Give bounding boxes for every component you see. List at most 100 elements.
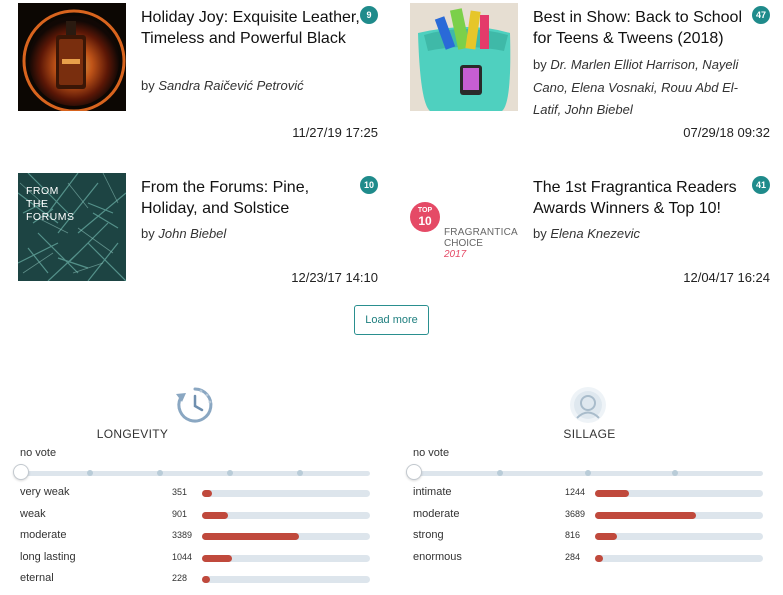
- article-byline: by Dr. Marlen Elliot Harrison, Nayeli Ca…: [533, 54, 763, 122]
- vote-label: strong: [413, 529, 444, 541]
- vote-count: 1044: [172, 551, 193, 562]
- vote-bar-fill: [202, 511, 229, 519]
- vote-bar-fill: [202, 533, 299, 540]
- slider-step-dot[interactable]: [157, 470, 163, 476]
- vote-label: moderate: [413, 507, 460, 520]
- vote-bar-track: [595, 511, 763, 519]
- longevity-vote-row[interactable]: eternal 228: [20, 572, 370, 588]
- vote-bar-track: [202, 511, 370, 519]
- vote-bar-track: [595, 490, 763, 497]
- forums-thumb-label: FROM THE FORUMS: [26, 185, 75, 224]
- byline-prefix: by: [141, 78, 155, 93]
- vote-count: 1244: [565, 487, 586, 497]
- vote-bar-track: [202, 554, 370, 562]
- slider-step-dot[interactable]: [227, 470, 233, 476]
- pine-needles-image: [18, 173, 126, 281]
- byline-prefix: by: [533, 57, 547, 72]
- slider-step-dot[interactable]: [497, 470, 503, 476]
- comment-count-badge[interactable]: 9: [360, 6, 378, 24]
- article-authors[interactable]: John Biebel: [158, 226, 227, 241]
- vote-bar-fill: [202, 576, 210, 583]
- longevity-vote-row[interactable]: weak 901: [20, 508, 370, 524]
- vote-bar-fill: [595, 554, 603, 562]
- slider-step-dot[interactable]: [87, 470, 93, 476]
- article-card[interactable]: Holiday Joy: Exquisite Leather, Timeless…: [18, 3, 378, 140]
- person-aura-icon: [570, 387, 606, 423]
- vote-bar-track: [595, 533, 763, 540]
- load-more-button[interactable]: Load more: [354, 305, 429, 335]
- longevity-vote-row[interactable]: long lasting 1044: [20, 551, 370, 567]
- vote-count: 901: [172, 508, 188, 519]
- choice-badge-circle: TOP 10: [410, 202, 440, 232]
- vote-bar-track: [595, 554, 763, 562]
- longevity-panel: LONGEVITY no vote very weak 351 weak 901 mod…: [13, 385, 372, 595]
- backpack-image: [410, 3, 518, 111]
- longevity-slider-thumb[interactable]: [13, 464, 29, 480]
- article-card[interactable]: Best in Show: Back to School for Teens &…: [410, 3, 770, 140]
- article-date: 11/27/19 17:25: [292, 125, 378, 140]
- vote-count: 284: [565, 551, 581, 562]
- comment-count-badge[interactable]: 47: [752, 6, 770, 24]
- vote-count: 228: [172, 573, 188, 583]
- choice-year-text: 2017: [444, 249, 467, 260]
- sillage-vote-row[interactable]: moderate 3689: [413, 508, 763, 524]
- article-authors[interactable]: Elena Knezevic: [550, 226, 640, 241]
- vote-label: eternal: [20, 572, 54, 584]
- vote-bar-track: [202, 576, 370, 583]
- article-byline: by John Biebel: [141, 223, 371, 245]
- vote-bar-track: [202, 533, 370, 540]
- slider-step-dot[interactable]: [585, 470, 591, 476]
- choice-top-text: TOP: [417, 207, 433, 214]
- article-thumbnail[interactable]: TOP 10 FRAGRANTICA CHOICE 2017: [410, 173, 518, 281]
- comment-count-badge[interactable]: 10: [360, 176, 378, 194]
- article-card[interactable]: FROM THE FORUMS From the Forums: Pine, H…: [18, 173, 378, 303]
- forums-word: FORUMS: [26, 211, 75, 223]
- sillage-vote-row[interactable]: intimate 1244: [413, 486, 763, 502]
- perfume-bottle-image: [18, 3, 126, 111]
- article-title[interactable]: The 1st Fragrantica Readers Awards Winne…: [533, 179, 737, 217]
- vote-count: 816: [565, 530, 581, 540]
- article-card[interactable]: TOP 10 FRAGRANTICA CHOICE 2017 The 1st F…: [410, 173, 770, 303]
- vote-label: moderate: [20, 529, 67, 541]
- byline-prefix: by: [533, 226, 547, 241]
- vote-count: 3389: [172, 530, 193, 540]
- vote-label: very weak: [20, 486, 70, 498]
- article-thumbnail[interactable]: [18, 3, 126, 111]
- vote-count: 3689: [565, 508, 586, 519]
- longevity-heading: LONGEVITY: [96, 427, 169, 441]
- slider-step-dot[interactable]: [672, 470, 678, 476]
- comment-count-badge[interactable]: 41: [752, 176, 770, 194]
- article-authors[interactable]: Dr. Marlen Elliot Harrison, Nayeli Cano,…: [533, 57, 739, 117]
- vote-label: weak: [20, 507, 46, 520]
- no-vote-label: no vote: [20, 447, 57, 459]
- vote-bar-fill: [202, 490, 213, 497]
- clock-icon: [176, 387, 213, 423]
- article-thumbnail[interactable]: FROM THE FORUMS: [18, 173, 126, 281]
- sillage-slider-thumb[interactable]: [406, 464, 422, 480]
- article-byline: by Elena Knezevic: [533, 223, 763, 245]
- byline-prefix: by: [141, 226, 155, 241]
- choice-word-text: CHOICE: [444, 238, 483, 249]
- vote-bar-track: [202, 490, 370, 497]
- article-title[interactable]: From the Forums: Pine, Holiday, and Sols…: [141, 179, 310, 217]
- sillage-vote-row[interactable]: enormous 284: [413, 551, 763, 567]
- vote-bar-fill: [595, 533, 617, 540]
- article-thumbnail[interactable]: [410, 3, 518, 111]
- longevity-slider-track[interactable]: [20, 471, 370, 476]
- vote-bar-fill: [595, 511, 696, 519]
- choice-number-text: 10: [418, 214, 432, 228]
- article-authors[interactable]: Sandra Raičević Petrović: [158, 78, 304, 93]
- slider-step-dot[interactable]: [297, 470, 303, 476]
- sillage-heading: SILLAGE: [563, 427, 616, 441]
- vote-count: 351: [172, 487, 188, 497]
- article-date: 07/29/18 09:32: [683, 125, 770, 140]
- vote-label: intimate: [413, 486, 452, 498]
- longevity-vote-row[interactable]: moderate 3389: [20, 529, 370, 545]
- vote-label: enormous: [413, 550, 462, 563]
- article-title[interactable]: Holiday Joy: Exquisite Leather, Timeless…: [141, 9, 360, 47]
- sillage-panel: SILLAGE no vote intimate 1244 moderate 3689…: [406, 385, 765, 595]
- vote-bar-fill: [202, 554, 233, 562]
- longevity-vote-row[interactable]: very weak 351: [20, 486, 370, 502]
- article-title[interactable]: Best in Show: Back to School for Teens &…: [533, 9, 742, 47]
- sillage-vote-row[interactable]: strong 816: [413, 529, 763, 545]
